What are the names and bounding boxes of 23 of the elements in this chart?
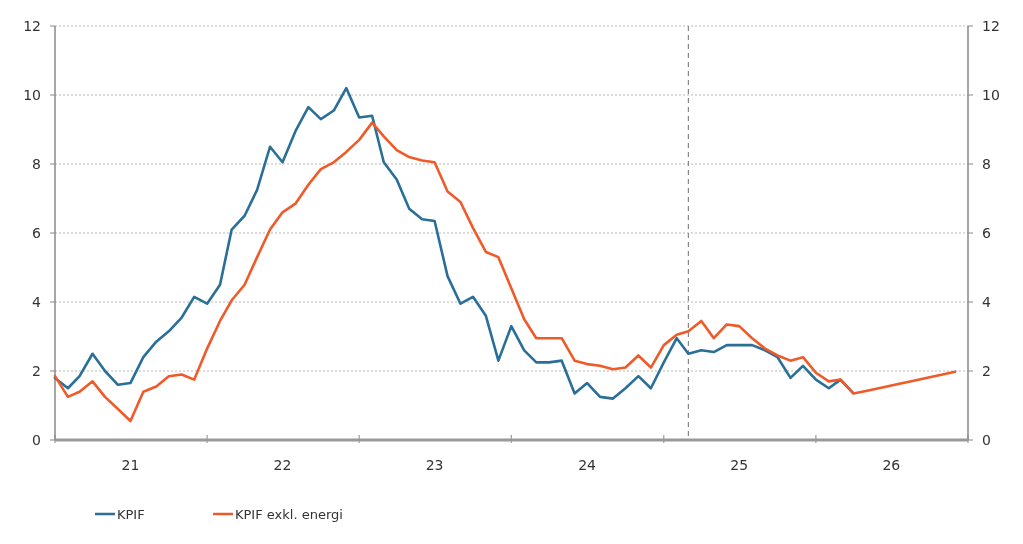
- x-tick-label: 22: [273, 457, 292, 473]
- y2-tick-label: 10: [982, 86, 1000, 103]
- y2-tick-label: 2: [982, 362, 991, 379]
- legend-label: KPIF: [117, 506, 145, 522]
- y-tick-label: 8: [32, 155, 41, 172]
- y-tick-label: 2: [32, 362, 41, 379]
- y-tick-label: 12: [23, 17, 41, 34]
- x-tick-label: 25: [730, 457, 749, 473]
- y-tick-label: 10: [23, 86, 41, 103]
- x-tick-label: 26: [882, 457, 901, 473]
- y2-tick-label: 4: [982, 293, 991, 310]
- y2-tick-label: 12: [982, 17, 1000, 34]
- line-series: [53, 121, 957, 423]
- x-tick-label: 21: [121, 457, 140, 473]
- y2-tick-label: 8: [982, 155, 991, 172]
- y-tick-label: 0: [32, 431, 41, 448]
- legend-label: KPIF exkl. energi: [235, 506, 343, 522]
- y-tick-label: 4: [32, 293, 42, 310]
- y2-tick-label: 0: [982, 431, 991, 448]
- x-tick-label: 23: [425, 457, 444, 473]
- y2-tick-label: 6: [982, 224, 991, 241]
- y-tick-label: 6: [32, 224, 42, 241]
- x-tick-label: 24: [578, 457, 597, 473]
